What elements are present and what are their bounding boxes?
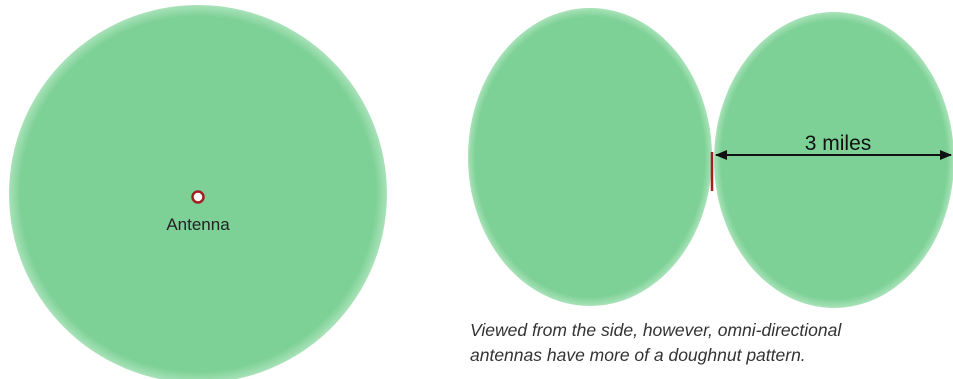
caption: Viewed from the side, however, omni-dire…	[470, 318, 890, 368]
side-view-left-lobe	[468, 8, 712, 306]
distance-label: 3 miles	[805, 132, 872, 155]
antenna-label: Antenna	[166, 215, 230, 234]
side-view-right-lobe	[714, 12, 953, 308]
caption-line-1: Viewed from the side, however, omni-dire…	[470, 320, 842, 340]
caption-line-2: antennas have more of a doughnut pattern…	[470, 345, 806, 365]
antenna-marker	[191, 190, 205, 204]
